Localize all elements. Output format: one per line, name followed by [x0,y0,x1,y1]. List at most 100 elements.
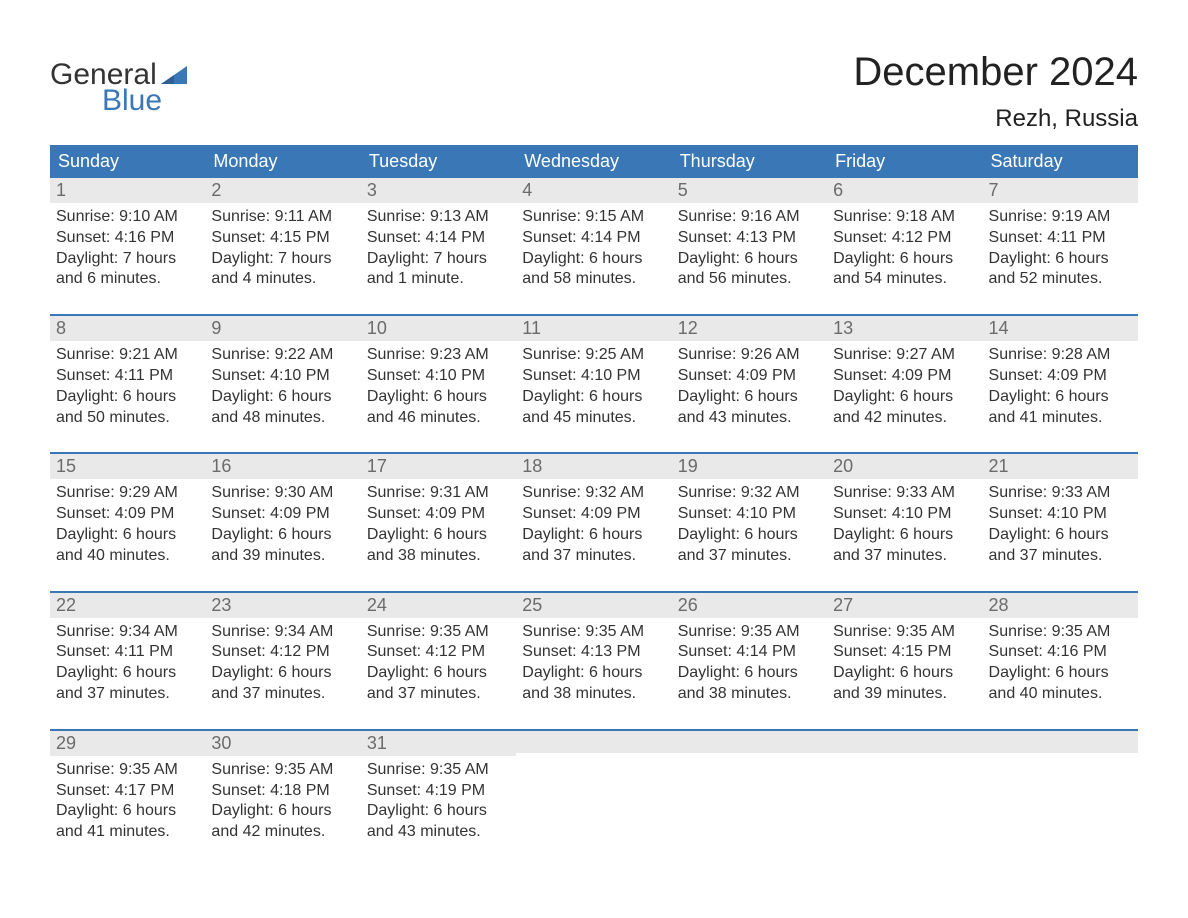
day-number: 14 [989,318,1009,338]
sunrise-line: Sunrise: 9:35 AM [367,760,510,781]
calendar-day: 11Sunrise: 9:25 AMSunset: 4:10 PMDayligh… [516,316,671,432]
sunrise-line: Sunrise: 9:32 AM [522,483,665,504]
sunrise-line: Sunrise: 9:22 AM [211,345,354,366]
day-number-row: 23 [205,593,360,618]
calendar-day: 16 Sunrise: 9:30 AMSunset: 4:09 PMDayligh… [205,454,360,570]
daylight-line: Daylight: 6 hours and 41 minutes. [989,387,1132,429]
sunrise-line: Sunrise: 9:32 AM [678,483,821,504]
sunset-line: Sunset: 4:15 PM [211,228,354,249]
calendar-day [827,731,982,847]
day-number: 27 [833,595,853,615]
day-number: 16 [211,456,231,476]
sunrise-line: Sunrise: 9:28 AM [989,345,1132,366]
day-number-row: 8 [50,316,205,341]
weekday-header: Friday [827,145,982,178]
day-body: Sunrise: 9:21 AMSunset: 4:11 PMDaylight:… [50,341,205,432]
calendar-day: 10Sunrise: 9:23 AMSunset: 4:10 PMDayligh… [361,316,516,432]
weeks-container: 1Sunrise: 9:10 AMSunset: 4:16 PMDaylight… [50,178,1138,847]
sunset-line: Sunset: 4:09 PM [522,504,665,525]
day-number-row: 6 [827,178,982,203]
daylight-line: Daylight: 6 hours and 38 minutes. [678,663,821,705]
day-number: 4 [522,180,532,200]
calendar-day: 22Sunrise: 9:34 AMSunset: 4:11 PMDayligh… [50,593,205,709]
day-number-row: 21 [983,454,1138,479]
day-number: 25 [522,595,542,615]
sunrise-line: Sunrise: 9:29 AM [56,483,199,504]
day-number: 15 [56,456,76,476]
day-number: 1 [56,180,66,200]
day-number: 13 [833,318,853,338]
day-body: Sunrise: 9:32 AMSunset: 4:09 PMDaylight:… [516,479,671,570]
day-body: Sunrise: 9:29 AMSunset: 4:09 PMDaylight:… [50,479,205,570]
sunrise-line: Sunrise: 9:19 AM [989,207,1132,228]
day-body: Sunrise: 9:30 AMSunset: 4:09 PMDaylight:… [205,479,360,570]
sunrise-line: Sunrise: 9:23 AM [367,345,510,366]
sunset-line: Sunset: 4:11 PM [56,642,199,663]
weekday-header: Tuesday [361,145,516,178]
day-body: Sunrise: 9:35 AMSunset: 4:13 PMDaylight:… [516,618,671,709]
day-number-row: 4 [516,178,671,203]
day-body: Sunrise: 9:35 AMSunset: 4:17 PMDaylight:… [50,756,205,847]
day-number-row: 22 [50,593,205,618]
day-number-row: 13 [827,316,982,341]
calendar-week: 29 Sunrise: 9:35 AMSunset: 4:17 PMDayligh… [50,729,1138,847]
daylight-line: Daylight: 6 hours and 38 minutes. [522,663,665,705]
day-number-row: 10 [361,316,516,341]
day-body: Sunrise: 9:35 AMSunset: 4:18 PMDaylight:… [205,756,360,847]
sunset-line: Sunset: 4:12 PM [833,228,976,249]
sunrise-line: Sunrise: 9:31 AM [367,483,510,504]
day-body: Sunrise: 9:35 AMSunset: 4:14 PMDaylight:… [672,618,827,709]
sunset-line: Sunset: 4:13 PM [522,642,665,663]
sunrise-line: Sunrise: 9:16 AM [678,207,821,228]
day-number: 21 [989,456,1009,476]
daylight-line: Daylight: 6 hours and 54 minutes. [833,249,976,291]
title-block: December 2024 Rezh, Russia [853,50,1138,133]
sunset-line: Sunset: 4:11 PM [989,228,1132,249]
day-number-row: 19 [672,454,827,479]
sunrise-line: Sunrise: 9:30 AM [211,483,354,504]
day-number: 20 [833,456,853,476]
daylight-line: Daylight: 6 hours and 37 minutes. [678,525,821,567]
sunrise-line: Sunrise: 9:35 AM [989,622,1132,643]
day-number: 22 [56,595,76,615]
day-body: Sunrise: 9:16 AMSunset: 4:13 PMDaylight:… [672,203,827,294]
day-number-row-empty [827,731,982,753]
daylight-line: Daylight: 6 hours and 40 minutes. [989,663,1132,705]
day-number: 23 [211,595,231,615]
sunset-line: Sunset: 4:11 PM [56,366,199,387]
day-number: 26 [678,595,698,615]
day-number-row: 12 [672,316,827,341]
calendar-day: 29 Sunrise: 9:35 AMSunset: 4:17 PMDayligh… [50,731,205,847]
daylight-line: Daylight: 6 hours and 42 minutes. [211,801,354,843]
daylight-line: Daylight: 6 hours and 50 minutes. [56,387,199,429]
sunset-line: Sunset: 4:10 PM [678,504,821,525]
day-number: 12 [678,318,698,338]
calendar-day: 1Sunrise: 9:10 AMSunset: 4:16 PMDaylight… [50,178,205,294]
location: Rezh, Russia [853,105,1138,133]
daylight-line: Daylight: 6 hours and 42 minutes. [833,387,976,429]
daylight-line: Daylight: 6 hours and 39 minutes. [833,663,976,705]
sunset-line: Sunset: 4:09 PM [989,366,1132,387]
day-number-row-empty [672,731,827,753]
sunrise-line: Sunrise: 9:25 AM [522,345,665,366]
day-number: 2 [211,180,221,200]
sunset-line: Sunset: 4:10 PM [211,366,354,387]
day-body: Sunrise: 9:27 AMSunset: 4:09 PMDaylight:… [827,341,982,432]
weekday-header: Saturday [983,145,1138,178]
day-number: 7 [989,180,999,200]
day-number-row: 28 [983,593,1138,618]
calendar-day: 9Sunrise: 9:22 AMSunset: 4:10 PMDaylight… [205,316,360,432]
daylight-line: Daylight: 6 hours and 52 minutes. [989,249,1132,291]
day-number-row: 1 [50,178,205,203]
calendar-day: 17Sunrise: 9:31 AMSunset: 4:09 PMDayligh… [361,454,516,570]
calendar-day: 31Sunrise: 9:35 AMSunset: 4:19 PMDayligh… [361,731,516,847]
sunset-line: Sunset: 4:14 PM [678,642,821,663]
weekday-header: Sunday [50,145,205,178]
day-number-row: 30 [205,731,360,756]
sunset-line: Sunset: 4:16 PM [989,642,1132,663]
day-number: 29 [56,733,76,753]
sunrise-line: Sunrise: 9:35 AM [678,622,821,643]
sunset-line: Sunset: 4:09 PM [678,366,821,387]
sunrise-line: Sunrise: 9:33 AM [989,483,1132,504]
day-number-row: 24 [361,593,516,618]
